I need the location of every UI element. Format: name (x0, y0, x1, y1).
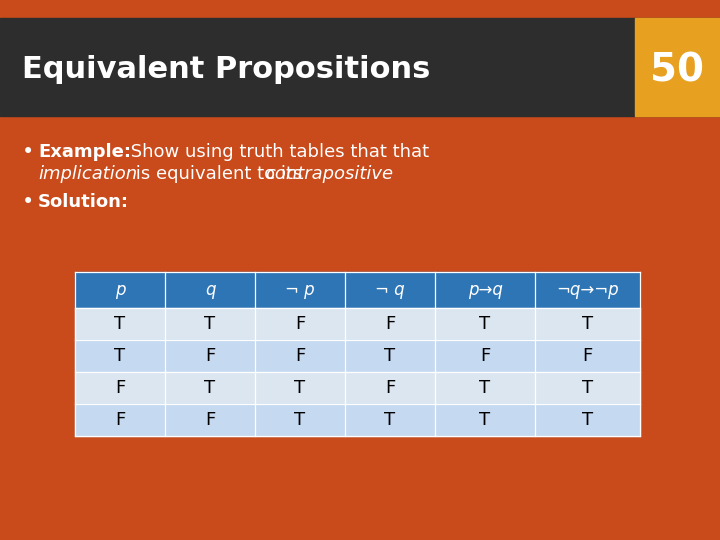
Text: p: p (114, 281, 125, 299)
Bar (635, 18, 720, 116)
Bar (75, 372, 640, 404)
Text: F: F (115, 379, 125, 397)
Bar (75, 272, 640, 308)
Text: ¬ q: ¬ q (375, 281, 405, 299)
Text: F: F (385, 379, 395, 397)
Text: F: F (115, 411, 125, 429)
Text: T: T (582, 379, 593, 397)
Text: T: T (480, 315, 490, 333)
Text: Example:: Example: (38, 143, 131, 161)
Bar (75, 404, 640, 436)
Text: T: T (204, 315, 215, 333)
Bar (0, 18, 720, 116)
Text: Show using truth tables that that: Show using truth tables that that (125, 143, 429, 161)
Text: q: q (204, 281, 215, 299)
Text: T: T (480, 379, 490, 397)
Text: p→q: p→q (467, 281, 503, 299)
Text: F: F (385, 315, 395, 333)
Text: T: T (114, 347, 125, 365)
Text: contrapositive: contrapositive (265, 165, 393, 183)
Text: T: T (114, 315, 125, 333)
Text: T: T (294, 379, 305, 397)
Text: •: • (22, 192, 35, 212)
Text: T: T (384, 347, 395, 365)
Bar (75, 340, 640, 372)
Text: ¬ p: ¬ p (285, 281, 315, 299)
Text: ¬q→¬p: ¬q→¬p (556, 281, 618, 299)
Text: T: T (582, 411, 593, 429)
Bar (75, 308, 640, 340)
Text: is equivalent to its: is equivalent to its (130, 165, 308, 183)
Text: F: F (295, 347, 305, 365)
Text: F: F (480, 347, 490, 365)
Text: Solution:: Solution: (38, 193, 129, 211)
Text: T: T (294, 411, 305, 429)
Text: F: F (205, 411, 215, 429)
Text: •: • (22, 142, 35, 162)
Text: T: T (480, 411, 490, 429)
Text: 50: 50 (650, 51, 704, 89)
Text: T: T (204, 379, 215, 397)
Text: T: T (582, 315, 593, 333)
Text: F: F (295, 315, 305, 333)
Text: implication: implication (38, 165, 137, 183)
Text: T: T (384, 411, 395, 429)
Text: F: F (205, 347, 215, 365)
Text: F: F (582, 347, 593, 365)
Text: Equivalent Propositions: Equivalent Propositions (22, 56, 431, 84)
